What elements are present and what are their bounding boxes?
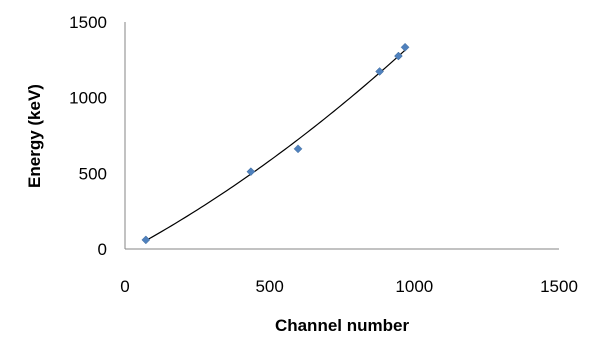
data-point (400, 42, 410, 52)
x-axis-ticks: 0 500 1000 1500 (120, 277, 578, 296)
x-tick-label: 1500 (540, 277, 578, 296)
data-point (375, 67, 384, 76)
x-tick-label: 1000 (395, 277, 433, 296)
y-tick-label: 0 (98, 240, 107, 259)
y-tick-label: 500 (79, 164, 107, 183)
data-point (394, 51, 403, 61)
data-point (246, 167, 256, 177)
data-point (141, 235, 151, 245)
data-point (293, 144, 303, 154)
y-tick-label: 1000 (69, 89, 107, 108)
trendline (145, 49, 406, 242)
y-axis-ticks: 0 500 1000 1500 (69, 13, 107, 259)
data-points (141, 42, 410, 245)
plot-area: 0 500 1000 1500 0 500 1000 1500 (69, 13, 578, 296)
y-axis-title: Energy (keV) (25, 84, 44, 188)
x-axis-title: Channel number (275, 316, 410, 335)
y-tick-label: 1500 (69, 13, 107, 32)
x-tick-label: 0 (120, 277, 129, 296)
x-tick-label: 500 (255, 277, 283, 296)
